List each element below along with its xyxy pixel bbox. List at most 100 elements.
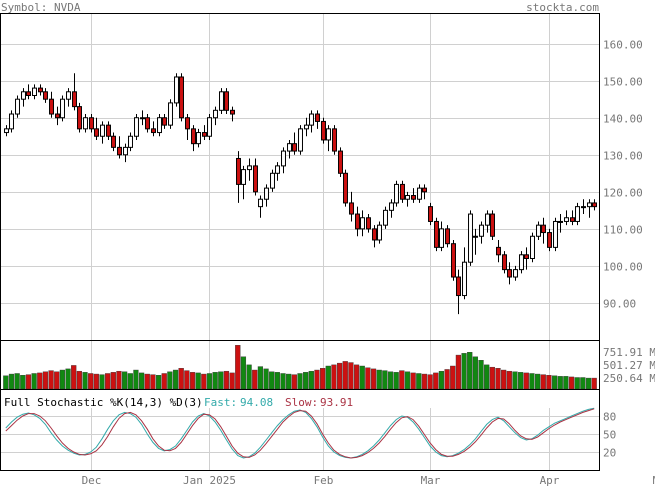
candle-up [287, 143, 292, 152]
candle-down [490, 213, 495, 237]
candle-down [428, 206, 433, 222]
candle-up [309, 113, 314, 126]
candle-up [298, 128, 303, 152]
volume-bar [235, 345, 241, 390]
candle-down [185, 117, 190, 130]
candle-down [49, 98, 54, 115]
candle-up [581, 206, 586, 209]
volume-bar [274, 372, 280, 390]
price-y-tick-label: 120.00 [603, 187, 643, 200]
price-panel-frame [0, 13, 600, 341]
volume-bar [382, 370, 388, 390]
candle-down [541, 224, 546, 234]
candle-up [389, 202, 394, 211]
volume-y-tick-label: 751.91 M [603, 346, 655, 359]
candle-up [100, 124, 105, 137]
volume-bar [506, 370, 512, 390]
volume-bar [387, 371, 394, 390]
candle-down [117, 146, 122, 156]
volume-bar [297, 373, 303, 390]
candle-up [207, 117, 212, 137]
volume-bars [3, 345, 597, 390]
volume-bar [551, 375, 558, 390]
volume-bar [223, 370, 230, 390]
candle-up [377, 224, 382, 241]
volume-bar [144, 373, 150, 390]
candle-up [196, 132, 201, 145]
brand-link[interactable]: stockta.com [526, 1, 599, 14]
volume-bar [416, 373, 422, 390]
stochastic-slow-value: 93.91 [320, 396, 353, 409]
candle-up [536, 224, 541, 237]
volume-bar [331, 364, 337, 390]
volume-bar [314, 369, 320, 390]
volume-bar [421, 373, 428, 390]
volume-bar [495, 368, 501, 390]
volume-bar [240, 356, 247, 390]
volume-bar [37, 372, 43, 390]
candle-down [366, 217, 371, 230]
candle-up [247, 165, 252, 171]
candle-up [383, 209, 388, 226]
candle-down [236, 157, 241, 185]
candle-up [213, 109, 218, 119]
candle-down [507, 269, 512, 278]
candle-up [519, 254, 524, 271]
candle-up [219, 91, 224, 111]
candle-down [570, 217, 575, 222]
axis-labels: Dec Jan 2025 Feb Mar Apr May 160.00 150.00 140.0… [82, 39, 655, 486]
price-y-tick-label: 130.00 [603, 150, 643, 163]
candle-up [405, 195, 410, 200]
candle-down [55, 113, 60, 119]
candle-down [434, 220, 439, 248]
volume-bar [393, 372, 399, 390]
volume-bar [489, 366, 495, 390]
volume-bar [246, 364, 252, 390]
candle-down [592, 202, 597, 208]
volume-bar [291, 374, 297, 390]
stochastic-y-tick-label: 20 [603, 447, 616, 460]
candle-down [422, 187, 427, 193]
candle-down [179, 76, 184, 119]
volume-bar [105, 373, 111, 390]
volume-bar [568, 376, 575, 390]
volume-bar [455, 354, 462, 390]
x-tick-label: May [653, 474, 655, 486]
volume-bar [540, 374, 546, 390]
volume-bar [546, 375, 552, 390]
volume-bar [585, 377, 592, 390]
candle-down [411, 195, 416, 200]
price-y-tick-label: 150.00 [603, 76, 643, 89]
price-y-tick-label: 110.00 [603, 224, 643, 237]
candle-up [140, 117, 145, 120]
volume-bar [59, 369, 66, 390]
symbol-label: Symbol: NVDA [1, 1, 81, 14]
volume-bar [99, 374, 105, 390]
candle-up [479, 224, 484, 237]
x-tick-label: Dec [82, 474, 102, 486]
volume-bar [467, 352, 473, 390]
volume-bar [195, 372, 201, 390]
x-tick-label: Feb [314, 474, 334, 486]
volume-bar [88, 373, 94, 390]
volume-y-tick-label: 250.64 M [603, 372, 655, 385]
candle-down [145, 117, 150, 130]
volume-bar [461, 353, 467, 390]
candle-down [349, 202, 354, 215]
volume-bar [534, 373, 541, 390]
volume-bar [269, 371, 275, 390]
candle-up [258, 198, 263, 208]
candle-up [241, 169, 246, 185]
candle-down [456, 276, 461, 297]
volume-bar [14, 373, 20, 390]
volume-bar [399, 370, 405, 390]
volume-bar [229, 372, 235, 390]
volume-bar [184, 370, 190, 390]
volume-bar [155, 375, 162, 390]
candle-down [355, 213, 360, 230]
candle-up [304, 124, 309, 130]
volume-bar [178, 368, 184, 390]
volume-bar [263, 368, 269, 390]
candle-up [4, 128, 9, 134]
